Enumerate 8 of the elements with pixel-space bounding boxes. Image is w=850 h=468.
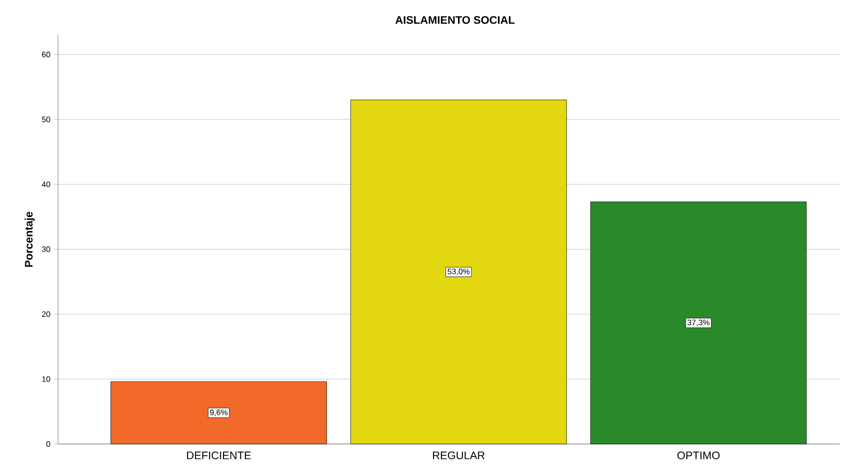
x-tick-label: REGULAR — [433, 452, 485, 460]
bar — [590, 202, 807, 444]
bar — [110, 381, 327, 444]
x-tick-label: DEFICIENTE — [187, 452, 251, 460]
bar — [350, 100, 567, 444]
chart-title: AISLAMIENTO SOCIAL — [395, 16, 515, 24]
y-axis-title: Porcentaje — [24, 212, 35, 267]
x-tick-label: OPTIMO — [677, 452, 720, 460]
